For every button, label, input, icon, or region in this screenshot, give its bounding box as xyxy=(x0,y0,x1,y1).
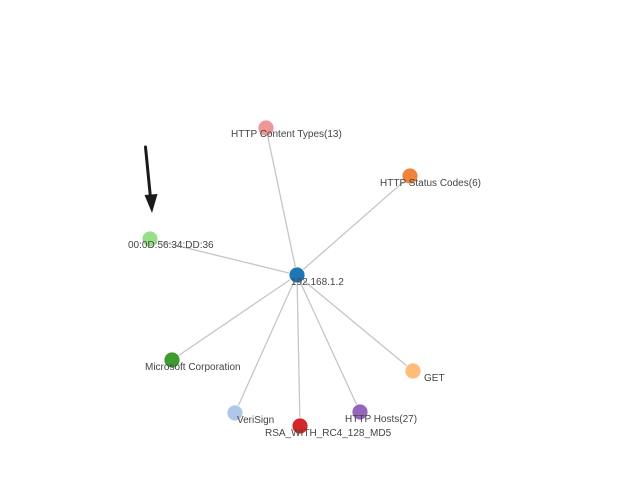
arrow-shaft xyxy=(144,145,152,200)
graph-node[interactable] xyxy=(141,230,159,248)
graph-node[interactable] xyxy=(404,362,422,380)
graph-labels: HTTP Content Types(13) HTTP Status Codes(… xyxy=(128,129,481,439)
arrow-head xyxy=(144,194,158,213)
graph-node[interactable] xyxy=(401,167,419,185)
graph-node-label: HTTP Content Types(13) xyxy=(231,129,342,140)
graph-node[interactable] xyxy=(226,404,244,422)
graph-edge xyxy=(296,274,361,413)
graph-edge xyxy=(296,274,414,372)
graph-edges xyxy=(149,127,414,427)
graph-node-hub[interactable] xyxy=(288,266,306,284)
graph-node[interactable] xyxy=(291,417,309,435)
graph-node-label: 00:0D:56:34:DD:36 xyxy=(128,240,214,251)
graph-node-label: VeriSign xyxy=(237,415,274,426)
graph-node[interactable] xyxy=(351,403,369,421)
graph-node-label: GET xyxy=(424,373,445,384)
graph-edge xyxy=(149,238,298,276)
graph-edge xyxy=(296,274,301,427)
graph-edge xyxy=(171,274,298,361)
graph-node-label: RSA_WITH_RC4_128_MD5 xyxy=(265,428,392,439)
annotation-arrow xyxy=(144,145,158,213)
graph-node-label: 192.168.1.2 xyxy=(291,277,344,288)
graph-edge xyxy=(234,274,298,414)
graph-node-label: HTTP Hosts(27) xyxy=(345,414,417,425)
graph-node-label: Microsoft Corporation xyxy=(145,362,241,373)
graph-node[interactable] xyxy=(257,119,275,137)
graph-node-label: HTTP Status Codes(6) xyxy=(380,178,481,189)
graph-edge xyxy=(296,175,411,276)
graph-nodes xyxy=(141,119,422,435)
graph-edge xyxy=(265,127,298,276)
graph-node[interactable] xyxy=(163,351,181,369)
